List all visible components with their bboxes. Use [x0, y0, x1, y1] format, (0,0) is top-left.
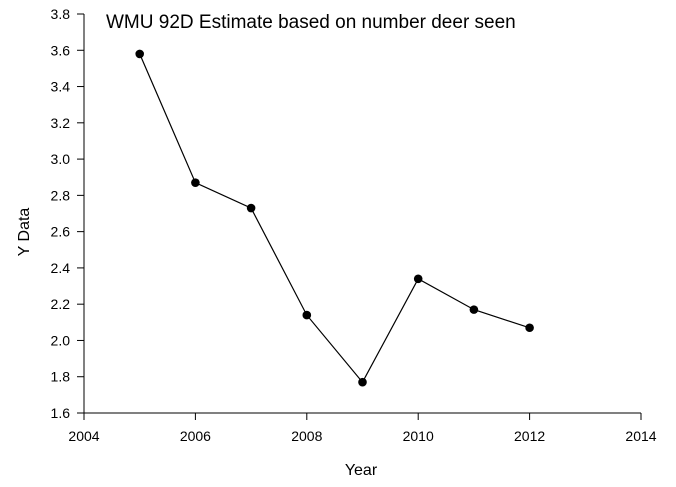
y-tick-label: 2.2 — [51, 296, 71, 312]
x-tick-label: 2008 — [291, 428, 322, 444]
data-point — [413, 274, 423, 284]
y-tick-label: 3.8 — [51, 6, 71, 22]
series-line — [139, 53, 530, 384]
data-point — [358, 377, 367, 387]
x-tick-label: 2014 — [625, 428, 656, 444]
x-tick-label: 2006 — [180, 428, 211, 444]
y-tick-label: 3.6 — [51, 42, 71, 58]
y-axis: 1.6 1.8 2.0 2.2 2.4 2.6 2.8 3.0 3.2 3.4 3.6 3.8 — [51, 6, 85, 421]
data-point — [302, 310, 312, 320]
x-tick-label: 2004 — [68, 428, 99, 444]
y-tick-label: 3.4 — [51, 79, 71, 95]
y-tick-label: 3.2 — [51, 115, 71, 131]
y-tick-label: 2.0 — [51, 332, 71, 348]
chart-title: WMU 92D Estimate based on number deer se… — [106, 12, 516, 33]
y-tick-label: 1.6 — [51, 405, 71, 421]
x-axis: 2004 2006 2008 2010 2012 2014 — [68, 412, 657, 444]
data-point — [135, 49, 144, 59]
data-point — [191, 178, 200, 187]
y-tick-label: 1.8 — [51, 369, 71, 385]
y-tick-label: 2.8 — [51, 187, 71, 203]
x-tick-label: 2010 — [403, 428, 434, 444]
data-point — [525, 323, 534, 333]
x-tick-label: 2012 — [514, 428, 545, 444]
x-axis-title: Year — [345, 462, 378, 479]
plot-series — [135, 49, 534, 387]
y-axis-title: Y Data — [16, 208, 33, 257]
data-point — [469, 305, 479, 314]
data-point — [246, 203, 256, 213]
y-tick-label: 2.6 — [51, 224, 71, 240]
y-tick-label: 2.4 — [51, 260, 71, 276]
y-tick-label: 3.0 — [51, 151, 71, 167]
